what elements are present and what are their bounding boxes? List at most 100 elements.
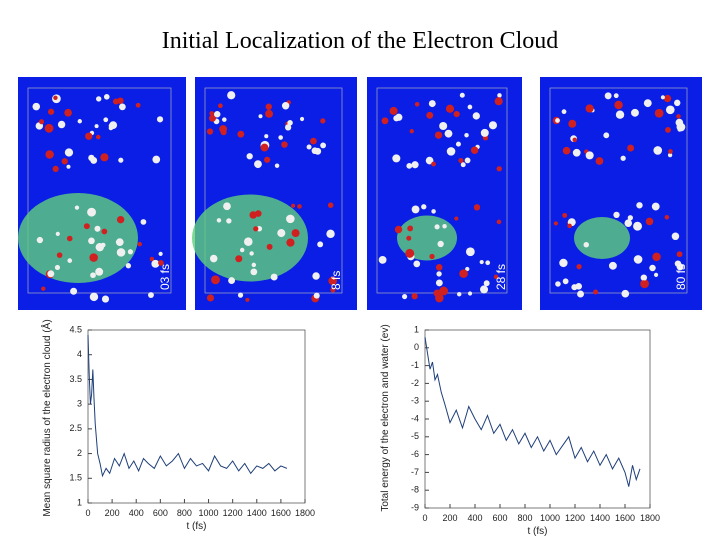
atom: [456, 291, 462, 297]
atom: [38, 119, 45, 125]
atom: [251, 262, 257, 268]
plot-frame: [87, 329, 306, 504]
atom: [314, 147, 322, 155]
atom: [473, 204, 481, 211]
atom: [665, 105, 675, 115]
atom: [595, 157, 604, 165]
atom: [281, 102, 290, 110]
atom: [613, 93, 619, 99]
atom: [663, 94, 672, 103]
atom: [158, 260, 164, 266]
atom: [330, 287, 336, 293]
atom: [67, 258, 73, 263]
atom: [572, 137, 577, 143]
atom: [553, 221, 559, 226]
atom: [89, 292, 99, 302]
y-tick-label: -8: [411, 485, 419, 495]
atom: [227, 91, 236, 100]
atom: [213, 111, 221, 118]
atom: [434, 131, 443, 139]
atom: [264, 156, 271, 163]
atom: [101, 295, 110, 303]
atom: [426, 111, 434, 119]
atom: [437, 240, 444, 248]
atom: [53, 95, 58, 101]
y-tick-label: 0: [414, 342, 419, 352]
atom: [470, 146, 479, 154]
atom: [66, 164, 71, 169]
atom: [36, 236, 44, 244]
atom: [216, 218, 222, 223]
atom: [57, 120, 66, 129]
atom: [264, 134, 269, 139]
atom: [44, 123, 54, 133]
atom: [317, 241, 324, 248]
x-tick-label: 1400: [247, 508, 267, 518]
atom: [406, 162, 413, 169]
atom: [64, 148, 74, 157]
atom: [496, 219, 502, 225]
atom: [116, 248, 126, 257]
atom: [433, 289, 441, 297]
atom: [88, 237, 95, 245]
x-tick-label: 1000: [199, 508, 219, 518]
x-tick-label: 200: [442, 513, 457, 523]
atom: [467, 104, 473, 110]
atom: [270, 273, 278, 281]
atom: [250, 268, 258, 276]
plot-frame: [424, 329, 651, 509]
y-tick-label: -6: [411, 449, 419, 459]
atom: [406, 235, 412, 241]
y-tick-label: -7: [411, 467, 419, 477]
atom: [127, 249, 133, 255]
y-tick-label: 4: [77, 349, 82, 359]
atom: [32, 102, 41, 111]
atom: [677, 127, 682, 132]
atom: [218, 103, 223, 109]
atom: [603, 132, 610, 139]
atom: [395, 113, 403, 121]
atom: [47, 108, 55, 115]
atom: [112, 98, 120, 105]
atom: [226, 218, 232, 224]
atom: [228, 277, 236, 285]
atom: [467, 291, 473, 296]
atom: [627, 144, 635, 152]
atom: [237, 292, 244, 298]
atom: [147, 292, 154, 299]
atom: [442, 223, 447, 229]
atom: [676, 251, 683, 258]
atom: [431, 161, 436, 167]
atom: [41, 286, 46, 291]
atom: [95, 134, 101, 140]
atom: [585, 104, 594, 113]
atom: [620, 155, 626, 161]
x-tick-label: 400: [129, 508, 144, 518]
atom: [585, 151, 594, 160]
atom: [265, 109, 273, 118]
atom: [118, 157, 124, 163]
atom: [561, 109, 567, 115]
atom: [562, 278, 569, 285]
atom: [158, 251, 163, 256]
atom: [407, 225, 414, 232]
atom: [453, 110, 460, 118]
atom: [312, 272, 320, 280]
atom: [562, 146, 571, 155]
atom: [237, 130, 245, 138]
atom: [651, 202, 660, 211]
atom: [640, 274, 648, 281]
x-tick-label: 600: [153, 508, 168, 518]
slide-title: Initial Localization of the Electron Clo…: [162, 28, 559, 54]
data-line: [424, 337, 641, 487]
atom: [660, 95, 665, 100]
atom: [465, 247, 475, 257]
atom: [125, 263, 132, 269]
atom: [90, 272, 96, 279]
atom: [47, 270, 55, 278]
atom: [493, 274, 499, 280]
atom: [429, 253, 435, 260]
atom: [52, 165, 59, 173]
data-line: [87, 334, 288, 478]
atom: [621, 289, 630, 298]
